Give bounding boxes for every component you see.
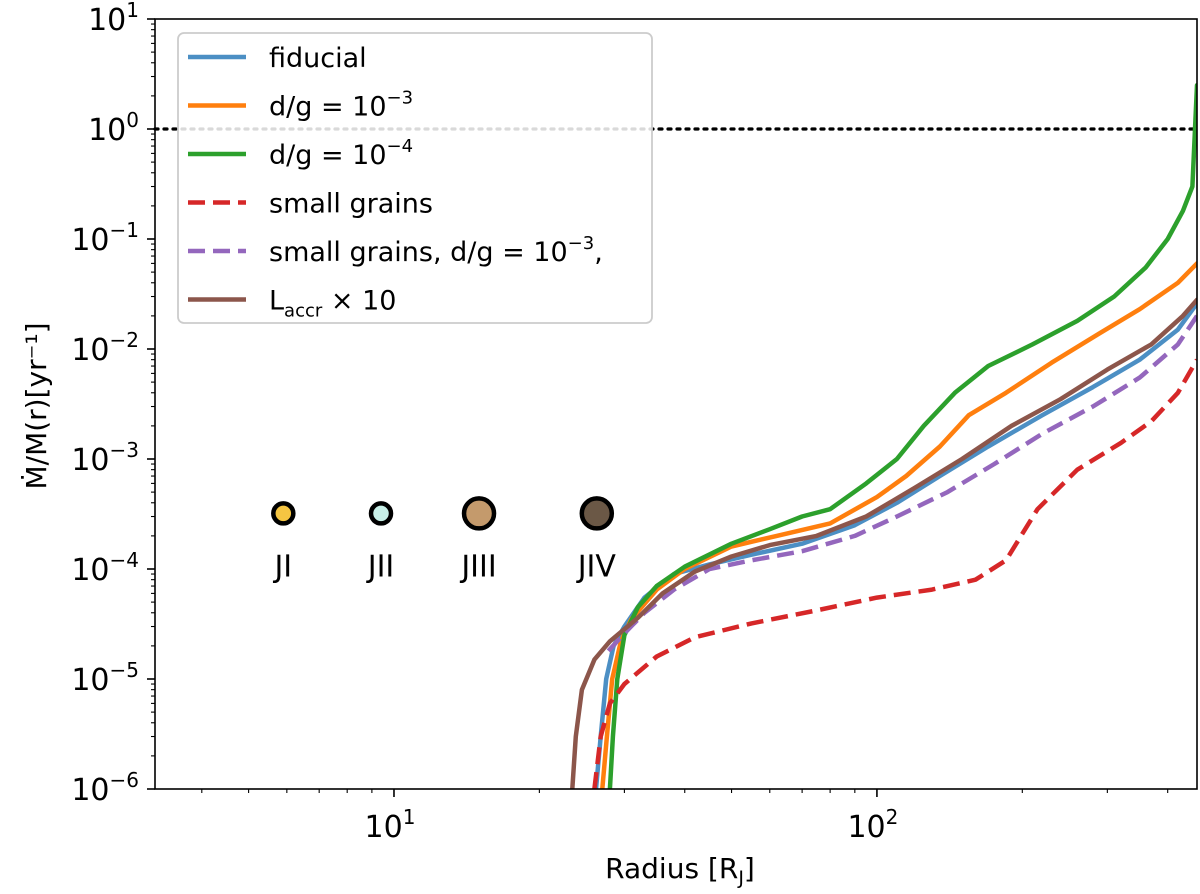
- legend-label-2: d/g = 10−4: [269, 136, 413, 171]
- moon-marker-3: [579, 496, 615, 531]
- y-axis-label: Ṁ/M(r)[yr⁻¹]: [20, 322, 53, 489]
- y-tick-label-5: 10−4: [71, 548, 139, 588]
- x-axis-label: Radius [RJ]: [605, 852, 755, 889]
- legend: fiducial d/g = 10−3 d/g = 10−4 small grains…: [177, 32, 653, 324]
- x-tick-label-1: 102: [847, 805, 898, 845]
- x-tick-label-0: 101: [365, 805, 416, 845]
- legend-label-3: small grains: [269, 189, 433, 220]
- series-line-4: [606, 314, 1197, 653]
- series-line-5: [570, 297, 1197, 789]
- y-tick-label-7: 10−6: [71, 768, 139, 808]
- axes-frame: [154, 18, 1198, 790]
- moon-label-0: JI: [272, 549, 292, 584]
- legend-label-4: small grains, d/g = 10−3,: [269, 233, 603, 268]
- y-tick-label-6: 10−5: [71, 658, 139, 698]
- legend-box: [177, 32, 653, 324]
- moon-marker-0: [271, 501, 296, 526]
- axes: [154, 18, 1198, 790]
- series-line-2: [607, 82, 1197, 789]
- legend-label-5: Laccr × 10: [269, 286, 396, 322]
- moon-label-1: JII: [366, 549, 395, 584]
- y-tick-label-1: 100: [88, 108, 139, 148]
- y-tick-label-0: 101: [88, 0, 139, 38]
- series-group: [570, 82, 1197, 789]
- y-tick-label-2: 10−1: [71, 218, 139, 258]
- legend-label-1: d/g = 10−3: [269, 88, 413, 123]
- ticks: 101 100 10−1 10−2 10−3 10−4 10−5 10−6 101 102: [71, 0, 1169, 845]
- legend-label-0: fiducial: [269, 43, 367, 74]
- moon-annotations: JI JII JIII JIV: [271, 496, 617, 584]
- y-tick-label-3: 10−2: [71, 328, 139, 368]
- moon-marker-1: [368, 501, 394, 526]
- y-tick-label-4: 10−3: [71, 438, 139, 478]
- moon-label-2: JIII: [459, 549, 496, 584]
- series-line-3: [592, 358, 1197, 789]
- moon-marker-2: [461, 496, 497, 531]
- moon-label-3: JIV: [576, 549, 617, 584]
